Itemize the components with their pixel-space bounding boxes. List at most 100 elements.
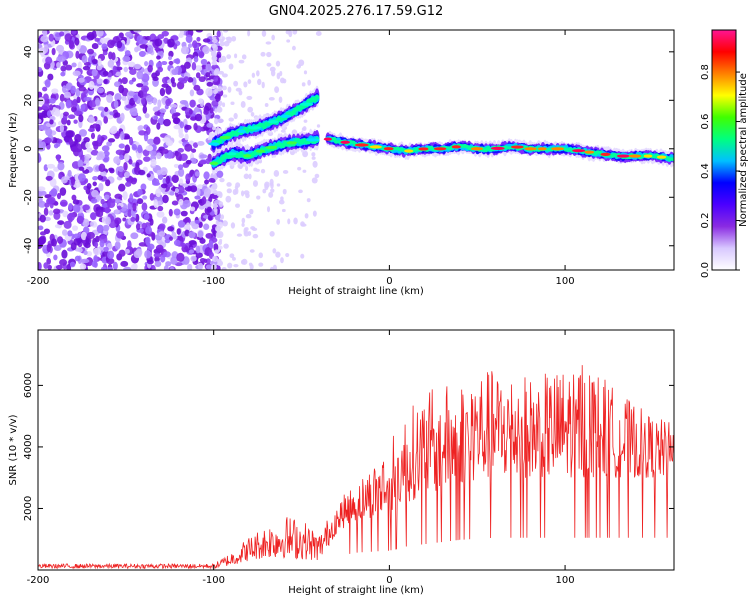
noise-blob — [190, 255, 197, 262]
noise-blob — [287, 218, 291, 225]
noise-blob — [152, 76, 159, 82]
noise-blob — [194, 171, 200, 177]
noise-blob — [39, 214, 46, 223]
noise-blob — [173, 163, 180, 168]
noise-blob — [215, 93, 221, 102]
noise-blob — [50, 188, 58, 197]
noise-blob — [204, 102, 212, 111]
noise-blob — [163, 118, 171, 127]
main-track-peak — [418, 147, 429, 151]
noise-blob — [201, 64, 207, 70]
noise-blob — [185, 34, 193, 44]
noise-blob — [80, 231, 87, 241]
noise-blob — [266, 206, 271, 213]
noise-blob — [278, 199, 285, 205]
noise-blob — [122, 55, 131, 62]
noise-blob — [157, 66, 164, 73]
spectrogram-x-label: Height of straight line (km) — [288, 286, 424, 297]
noise-blob — [124, 171, 131, 178]
noise-blob — [143, 156, 151, 162]
noise-blob — [53, 143, 59, 149]
noise-blob — [114, 112, 121, 118]
noise-blob — [138, 125, 144, 131]
noise-blob — [70, 176, 76, 186]
noise-blob — [156, 152, 162, 160]
noise-blob — [211, 52, 217, 58]
noise-blob — [150, 264, 156, 270]
noise-blob — [233, 80, 239, 87]
noise-blob — [185, 159, 192, 165]
colorbar-ticks: 0.0 0.2 0.4 0.6 0.8 — [700, 64, 740, 278]
noise-blob — [189, 89, 195, 97]
noise-blob — [68, 138, 74, 146]
noise-blob — [130, 177, 137, 185]
noise-blob — [72, 225, 79, 231]
noise-blob — [222, 94, 228, 98]
noise-blob — [221, 36, 225, 41]
noise-blob — [184, 124, 192, 130]
noise-blob — [101, 266, 107, 270]
noise-blob — [271, 34, 275, 41]
noise-blob — [211, 36, 217, 40]
main-track-peak — [572, 149, 586, 153]
noise-blob — [98, 182, 104, 192]
noise-blob — [43, 262, 49, 270]
noise-blob — [96, 64, 103, 71]
noise-blob — [189, 206, 196, 212]
noise-blob — [86, 32, 95, 41]
noise-blob — [188, 109, 193, 115]
snr-plot-area — [38, 365, 674, 570]
noise-blob — [193, 84, 201, 91]
noise-blob — [168, 60, 174, 66]
snr-x-ticks: -200 -100 0 100 — [27, 330, 575, 586]
noise-blob — [155, 188, 162, 198]
noise-blob — [316, 124, 321, 128]
noise-blob — [133, 250, 142, 259]
noise-blob — [169, 104, 178, 109]
noise-blob — [66, 119, 71, 126]
noise-blob — [123, 266, 132, 270]
noise-blob — [217, 118, 224, 124]
noise-blob — [81, 55, 88, 64]
noise-blob — [221, 267, 227, 270]
noise-blob — [214, 209, 218, 216]
noise-blob — [136, 83, 144, 88]
noise-blob — [120, 260, 129, 267]
noise-blob — [260, 168, 266, 174]
noise-blob — [202, 45, 210, 55]
noise-blob — [261, 81, 265, 89]
noise-blob — [121, 95, 127, 101]
noise-blob — [78, 129, 88, 137]
noise-blob — [165, 175, 171, 184]
noise-blob — [302, 150, 309, 158]
noise-blob — [130, 216, 136, 222]
noise-blob — [243, 173, 250, 180]
y-tick-label: 0 — [23, 146, 34, 152]
noise-blob — [205, 264, 213, 270]
noise-blob — [264, 183, 269, 191]
noise-blob — [106, 141, 113, 147]
noise-blob — [157, 34, 165, 40]
noise-blob — [292, 30, 298, 35]
noise-blob — [192, 40, 198, 49]
noise-blob — [214, 118, 219, 125]
main-track-peak — [340, 140, 350, 144]
noise-blob — [281, 208, 286, 213]
noise-blob — [282, 78, 287, 84]
noise-blob — [272, 248, 277, 254]
noise-blob — [191, 148, 197, 153]
snr-x-label: Height of straight line (km) — [288, 585, 424, 596]
noise-blob — [112, 65, 117, 75]
noise-blob — [220, 55, 227, 63]
noise-blob — [230, 101, 235, 105]
noise-blob — [228, 63, 234, 70]
noise-blob — [124, 31, 134, 37]
noise-blob — [38, 118, 42, 124]
noise-blob — [95, 30, 104, 37]
noise-blob — [130, 232, 139, 240]
noise-blob — [280, 129, 286, 133]
noise-blob — [280, 196, 284, 201]
noise-blob — [218, 238, 223, 243]
noise-blob — [71, 30, 77, 35]
noise-blob — [275, 60, 281, 67]
